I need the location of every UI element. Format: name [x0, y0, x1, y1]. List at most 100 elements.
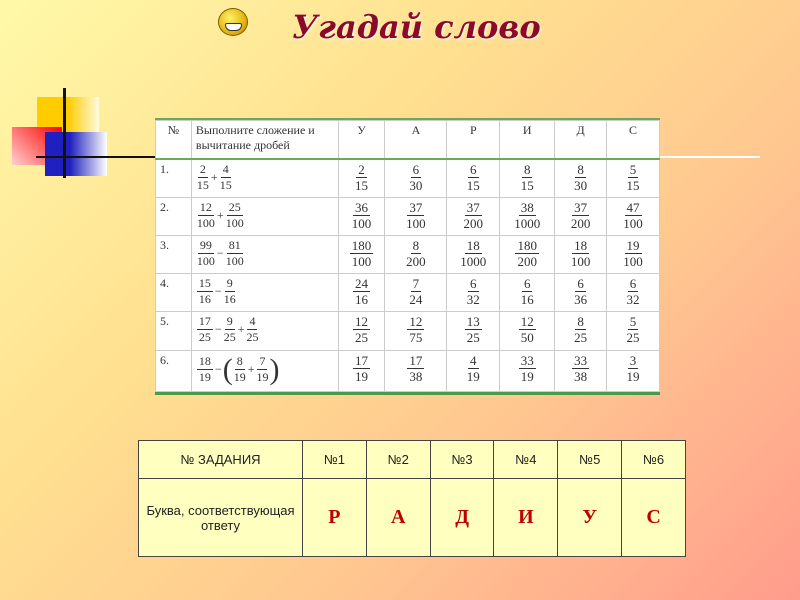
numerator: 5: [627, 161, 639, 178]
answer-cell: 33 38: [554, 349, 608, 393]
denominator: 19: [626, 368, 640, 384]
task-table: № Выполните сложение и вычитание дробей У А…: [155, 118, 660, 395]
task-number: №6: [621, 440, 686, 479]
denominator: 100: [196, 253, 215, 268]
numerator: 33: [572, 352, 590, 369]
answer-cell: 17 19: [337, 349, 386, 393]
numerator: 8: [575, 161, 586, 178]
denominator: 25: [574, 330, 588, 346]
task-number-label: № ЗАДАНИЯ: [138, 440, 303, 479]
numerator: 38: [518, 199, 536, 216]
fraction: 17 38: [407, 353, 425, 384]
numerator: 37: [464, 199, 482, 216]
fraction: 8 19: [234, 354, 246, 385]
table-row: 3. 99 100−81 100 180 100 8 200 18 1000 180 200 18 100…: [155, 234, 660, 275]
task-number: №1: [302, 440, 367, 479]
answer-cell: 47 100: [606, 196, 660, 236]
numerator: 37: [407, 199, 425, 216]
answer-cell: 180 200: [499, 234, 556, 275]
answer-cell: 37 100: [384, 196, 448, 236]
fraction: 5 15: [627, 162, 640, 193]
numerator: 18: [464, 237, 482, 254]
fraction: 2 15: [355, 162, 368, 193]
fraction: 47 100: [623, 200, 643, 231]
numerator: 36: [353, 199, 371, 216]
answer-cell: 24 16: [337, 273, 386, 313]
answer-cell: 33 19: [499, 349, 556, 393]
fraction: 6 32: [467, 276, 480, 307]
table-row: 5. 17 25−9 25 +4 25 12 25 12 75 13 25 12 50 8 25 5 25: [155, 311, 660, 351]
answer-letter: Р: [302, 478, 367, 557]
numerator: 15: [196, 276, 213, 293]
numerator: 37: [572, 199, 590, 216]
answer-cell: 37 200: [446, 196, 501, 236]
answer-cell: 6 15: [446, 158, 501, 198]
answer-cell: 37 200: [554, 196, 608, 236]
numerator: 6: [410, 161, 422, 178]
expression-cell: 12 100 +25 100: [190, 196, 339, 236]
denominator: 50: [520, 330, 534, 346]
answer-cell: 12 75: [384, 311, 448, 351]
denominator: 15: [466, 177, 480, 193]
answer-letter: С: [621, 478, 686, 557]
header-cell: А: [384, 120, 448, 160]
table-row: 2. 12 100 +25 100 36 100 37 100 37 200 38 1000 37 200 4…: [155, 196, 660, 236]
answer-cell: 12 25: [337, 311, 386, 351]
fraction: 6 15: [467, 162, 480, 193]
fraction: 8 25: [574, 314, 587, 345]
denominator: 15: [196, 177, 209, 192]
fraction: 6 30: [409, 162, 422, 193]
answer-cell: 4 19: [446, 349, 501, 393]
answer-cell: 38 1000: [499, 196, 556, 236]
smiley-icon: [218, 8, 248, 36]
answer-cell: 6 32: [606, 273, 660, 313]
operator: −: [214, 322, 222, 337]
answer-letter: Д: [429, 478, 495, 557]
numerator: 4: [220, 161, 231, 178]
denominator: 36: [574, 292, 588, 308]
denominator: 100: [225, 253, 244, 268]
answer-cell: 2 15: [337, 158, 386, 198]
slide-title: Угадай слово: [292, 8, 541, 46]
answer-table: № ЗАДАНИЯ №1 №2 №3 №4 №5 №6 Буква, соответству…: [138, 440, 686, 557]
answer-cell: 7 24: [384, 273, 448, 313]
denominator: 100: [225, 215, 244, 230]
numerator: 19: [624, 237, 642, 254]
table-row: 1. 2 15 +4 15 2 15 6 30 6 15 8 15 8 30 5 15: [155, 158, 660, 198]
denominator: 1000: [514, 215, 541, 231]
denominator: 19: [355, 368, 369, 384]
denominator: 200: [570, 215, 591, 231]
fraction: 8 200: [406, 238, 426, 269]
denominator: 25: [355, 330, 369, 346]
answer-cell: 5 15: [606, 158, 660, 198]
row-number: 3.: [155, 234, 192, 275]
denominator: 30: [409, 177, 423, 193]
denominator: 100: [623, 253, 643, 269]
task-number: №2: [365, 440, 431, 479]
denominator: 32: [626, 292, 640, 308]
numerator: 4: [247, 314, 258, 331]
numerator: 12: [353, 314, 371, 331]
numerator: 2: [356, 161, 367, 178]
denominator: 15: [520, 177, 534, 193]
row-number: 2.: [155, 196, 192, 236]
fraction: 8 30: [574, 162, 587, 193]
denominator: 19: [256, 370, 269, 385]
fraction: 4 15: [220, 162, 232, 193]
numerator: 180: [349, 237, 374, 254]
numerator: 12: [407, 314, 425, 331]
header-cell: И: [499, 120, 556, 160]
denominator: 1000: [460, 253, 487, 269]
denominator: 25: [626, 330, 640, 346]
numerator: 8: [234, 354, 245, 371]
operator: −: [214, 284, 222, 299]
denominator: 16: [198, 292, 211, 307]
fraction: 33 38: [572, 352, 590, 384]
fraction: 2 15: [197, 162, 209, 193]
fraction: 180 100: [349, 237, 374, 269]
task-number: №4: [493, 440, 559, 479]
parenthesis: ): [269, 352, 280, 386]
fraction: 12 75: [407, 314, 425, 345]
numerator: 180: [515, 237, 539, 254]
answer-cell: 8 25: [554, 311, 608, 351]
